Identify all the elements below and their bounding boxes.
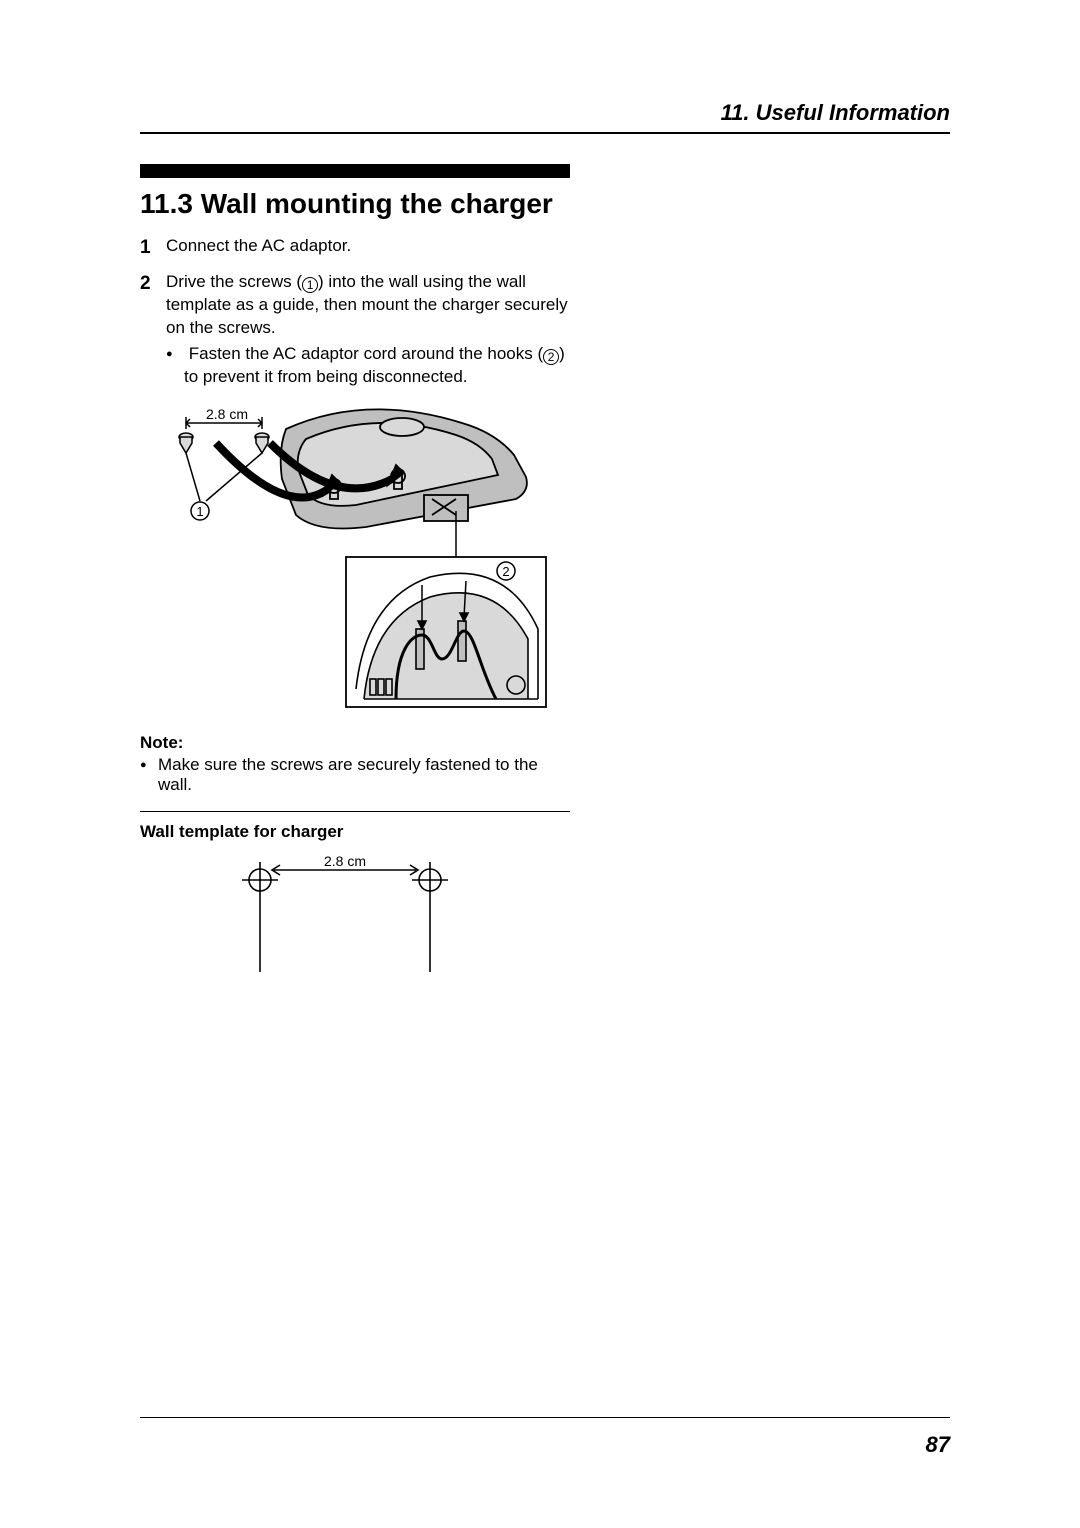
figure-wall-template: 2.8 cm <box>220 852 570 982</box>
footer-rule <box>140 1417 950 1418</box>
manual-page: 11. Useful Information 11.3 Wall mountin… <box>0 0 1080 1528</box>
sub-item: Fasten the AC adaptor cord around the ho… <box>184 343 570 389</box>
callout-ref-icon: 2 <box>543 349 559 365</box>
sub-list: Fasten the AC adaptor cord around the ho… <box>166 343 570 389</box>
step-body: Drive the screws (1) into the wall using… <box>166 271 570 390</box>
section-black-bar <box>140 164 570 178</box>
step-text: Connect the AC adaptor. <box>166 235 570 261</box>
page-number: 87 <box>926 1432 950 1458</box>
svg-text:2: 2 <box>502 564 509 579</box>
note-list: Make sure the screws are securely fasten… <box>140 755 570 795</box>
section-number: 11.3 <box>140 188 193 219</box>
chapter-title: Useful Information <box>756 100 950 125</box>
section-heading: 11.3 Wall mounting the charger <box>140 186 570 221</box>
note-item: Make sure the screws are securely fasten… <box>158 755 570 795</box>
figure-mounting-diagram: 2.8 cm 1 <box>166 399 570 719</box>
step-item: 2 Drive the screws (1) into the wall usi… <box>140 271 570 390</box>
step-number: 2 <box>140 271 166 390</box>
separator-rule <box>140 811 570 812</box>
step-list: 1 Connect the AC adaptor. 2 Drive the sc… <box>140 235 570 389</box>
callout-ref-icon: 1 <box>302 277 318 293</box>
svg-text:2.8 cm: 2.8 cm <box>324 853 366 869</box>
step-text-part: Drive the screws ( <box>166 272 302 291</box>
note-title: Note: <box>140 733 570 753</box>
chapter-number: 11. <box>721 100 750 125</box>
svg-text:2.8 cm: 2.8 cm <box>206 406 248 422</box>
wall-template-heading: Wall template for charger <box>140 822 570 842</box>
step-number: 1 <box>140 235 166 261</box>
chapter-header: 11. Useful Information <box>140 100 950 134</box>
section-title-text: Wall mounting the charger <box>201 188 553 219</box>
step-item: 1 Connect the AC adaptor. <box>140 235 570 261</box>
note-block: Note: Make sure the screws are securely … <box>140 733 570 795</box>
sub-text-part: Fasten the AC adaptor cord around the ho… <box>189 344 543 363</box>
content-column: 11.3 Wall mounting the charger 1 Connect… <box>140 164 570 982</box>
svg-text:1: 1 <box>196 504 203 519</box>
